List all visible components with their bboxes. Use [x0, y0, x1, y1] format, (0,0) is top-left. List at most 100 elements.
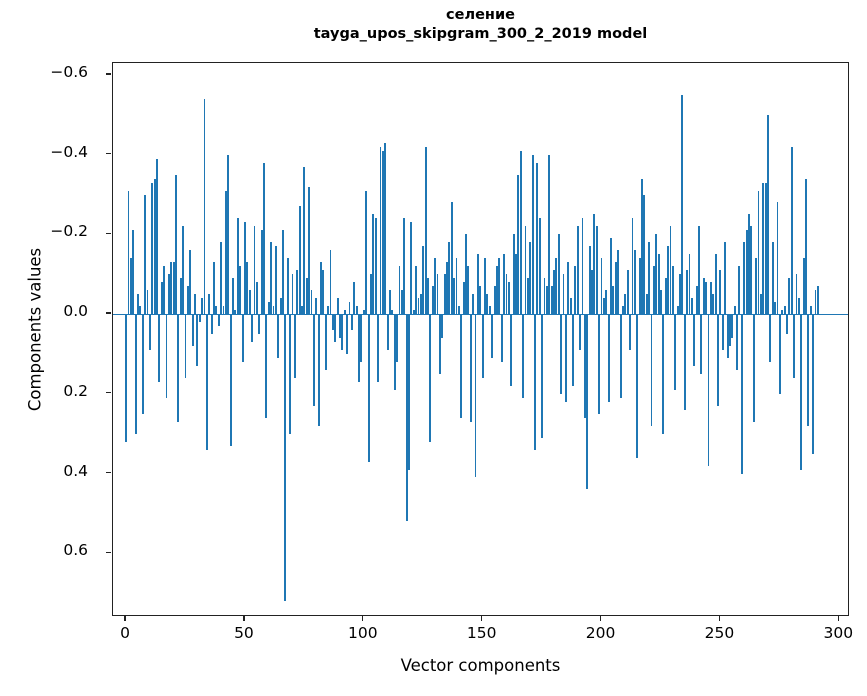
bar — [446, 262, 448, 315]
bar — [717, 314, 719, 406]
bar-series — [113, 63, 848, 615]
bar — [198, 314, 201, 323]
bar — [362, 310, 365, 315]
bar — [762, 182, 765, 315]
bar — [436, 274, 439, 315]
bar — [455, 258, 458, 315]
bar — [512, 234, 515, 315]
bar — [346, 314, 349, 354]
bar — [289, 314, 292, 434]
bar — [134, 314, 137, 434]
bar — [641, 178, 643, 315]
bar — [522, 314, 525, 398]
bar — [331, 314, 334, 331]
bar — [429, 314, 432, 442]
bar — [755, 258, 758, 315]
bar — [329, 250, 332, 315]
bar — [671, 266, 674, 315]
bar — [688, 254, 691, 315]
bar — [410, 222, 413, 315]
bar — [422, 246, 425, 315]
bar — [526, 278, 529, 315]
bar — [569, 298, 572, 315]
bar — [303, 166, 306, 315]
bar — [381, 150, 384, 315]
bar — [251, 314, 254, 342]
bar — [177, 314, 180, 422]
bar — [579, 314, 582, 350]
bar — [816, 286, 819, 315]
bar — [662, 314, 665, 434]
bar — [179, 278, 182, 315]
bar — [633, 250, 636, 315]
bar — [757, 190, 760, 315]
bar — [771, 242, 774, 315]
bar — [553, 270, 555, 315]
bar — [581, 218, 584, 315]
bar — [667, 246, 670, 315]
bar — [343, 310, 346, 315]
x-tick-label: 250 — [704, 624, 735, 642]
bar — [622, 306, 624, 315]
bar — [488, 306, 491, 315]
bar — [778, 314, 781, 394]
bar — [301, 306, 303, 315]
bar — [186, 286, 189, 315]
bar — [702, 278, 705, 315]
bar — [786, 314, 788, 334]
bar — [438, 314, 441, 374]
bar — [812, 314, 815, 454]
bar — [160, 282, 163, 315]
bar — [643, 194, 646, 315]
bar — [602, 298, 605, 315]
bar — [358, 314, 360, 382]
bar — [322, 270, 325, 315]
bar — [676, 306, 679, 315]
bar — [560, 314, 563, 394]
bar — [246, 262, 249, 315]
bar — [764, 182, 767, 315]
bar — [740, 314, 743, 474]
bar — [564, 314, 567, 402]
bar — [650, 314, 653, 426]
bar — [767, 114, 769, 315]
bar — [814, 290, 817, 315]
bar — [517, 174, 520, 315]
bar — [417, 298, 420, 315]
bar — [550, 286, 553, 315]
bar — [805, 178, 807, 315]
bar — [236, 218, 239, 315]
bar — [733, 306, 736, 315]
bar — [227, 154, 230, 315]
bar — [545, 286, 548, 315]
y-tick-label: 0.2 — [63, 381, 88, 400]
bar — [800, 314, 803, 470]
bar — [424, 146, 427, 315]
bar — [274, 246, 277, 315]
bar — [460, 314, 463, 418]
bar — [315, 298, 318, 315]
bar — [698, 226, 700, 315]
bar — [721, 314, 724, 350]
bar — [389, 290, 391, 315]
bar — [327, 306, 330, 315]
bar — [793, 314, 796, 378]
bar — [681, 94, 684, 315]
bar — [529, 242, 532, 315]
bar — [243, 222, 246, 315]
bar — [448, 242, 451, 315]
bar — [336, 298, 339, 315]
bar — [709, 282, 712, 315]
bar — [384, 142, 387, 315]
bar — [500, 314, 503, 362]
bar — [505, 274, 508, 315]
bar — [369, 274, 372, 315]
bar — [619, 314, 622, 398]
bar — [462, 282, 465, 315]
bar — [743, 242, 746, 315]
bar — [253, 226, 256, 315]
bar — [175, 174, 177, 315]
bar — [631, 218, 634, 315]
y-tick-mark — [106, 73, 111, 75]
